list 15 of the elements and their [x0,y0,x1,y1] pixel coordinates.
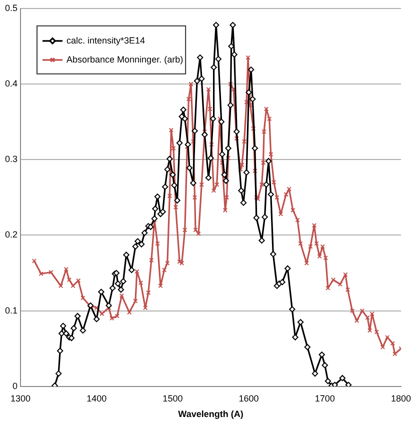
y-tick-label: 0.3 [4,154,18,164]
x-tick-label: 1500 [162,393,183,404]
x-tick-label: 1600 [238,393,259,404]
x-tick-label: 1300 [10,393,31,404]
y-tick-label: 0.5 [4,2,18,13]
legend-label: calc. intensity*3E14 [66,35,146,46]
y-tick-label: 0.2 [4,230,18,240]
y-tick-label: 0 [12,380,18,391]
x-tick-label: 1800 [390,393,412,404]
y-tick-label: 0.1 [4,305,18,316]
x-axis-title: Wavelength (A) [178,409,244,420]
legend-label: Absorbance Monninger. (arb) [66,54,184,64]
x-tick-label: 1700 [314,393,335,404]
x-tick-label: 1400 [86,393,107,404]
y-tick-label: 0.4 [4,78,18,88]
